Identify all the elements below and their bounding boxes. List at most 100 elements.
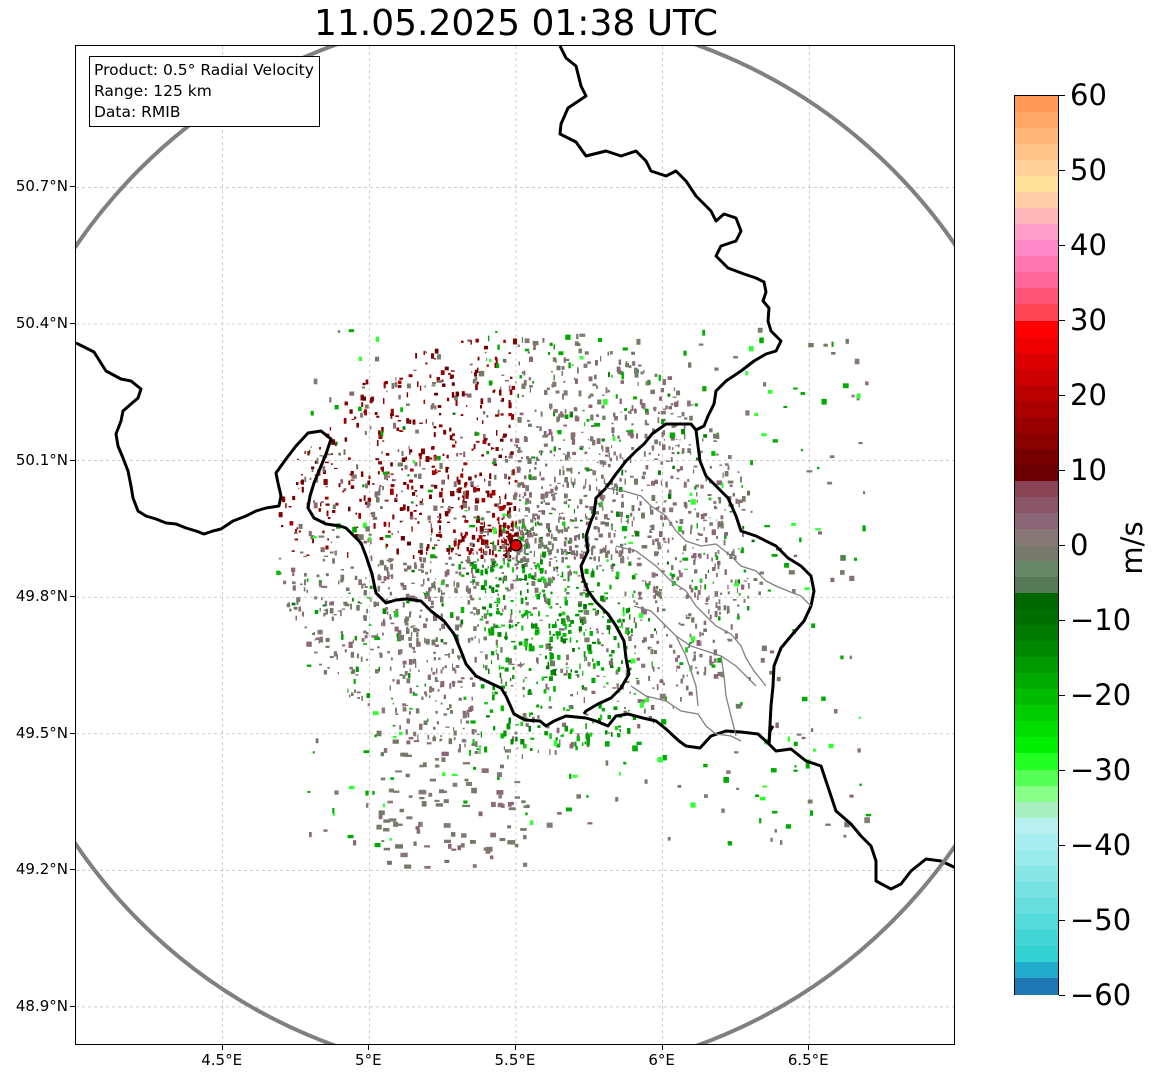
echo-gate [460, 414, 464, 416]
echo-gate [435, 472, 438, 474]
echo-gate [700, 514, 705, 520]
echo-gate [548, 528, 550, 532]
echo-gate [568, 623, 572, 627]
echo-gate [595, 478, 598, 482]
echo-gate [440, 681, 445, 688]
echo-gate [555, 566, 559, 569]
echo-gate [539, 645, 544, 648]
radar-map[interactable] [75, 45, 955, 1045]
echo-gate [423, 557, 426, 563]
echo-gate [538, 564, 540, 571]
echo-gate [496, 518, 498, 521]
echo-gate [501, 531, 506, 534]
echo-gate [628, 607, 631, 612]
echo-gate [582, 533, 584, 539]
echo-gate [544, 731, 548, 736]
echo-gate [437, 587, 441, 593]
echo-gate [717, 560, 721, 566]
echo-gate [385, 453, 390, 456]
echo-gate [431, 639, 436, 646]
echo-gate [472, 607, 477, 610]
echo-gate [384, 565, 387, 571]
echo-gate [370, 555, 373, 561]
echo-gate [603, 478, 606, 484]
echo-gate [720, 592, 723, 595]
echo-gate [520, 558, 524, 564]
echo-gate [695, 623, 698, 629]
echo-gate [575, 674, 578, 676]
echo-gate [460, 532, 463, 537]
echo-gate [517, 417, 522, 423]
echo-gate [624, 470, 627, 473]
echo-gate [586, 732, 589, 735]
echo-gate [482, 549, 485, 554]
echo-gate [746, 577, 749, 580]
echo-gate [549, 749, 551, 756]
echo-gate [310, 446, 312, 448]
echo-gate [590, 547, 594, 552]
echo-gate [514, 496, 517, 500]
echo-gate [392, 702, 394, 705]
echo-gate [405, 456, 408, 460]
echo-gate [314, 639, 316, 641]
echo-gate [408, 374, 413, 378]
echo-gate [578, 626, 583, 632]
echo-gate [388, 558, 391, 563]
echo-gate [576, 535, 578, 538]
echo-gate [534, 517, 537, 521]
echo-gate [585, 629, 587, 632]
echo-gate [612, 687, 616, 689]
echo-gate [564, 557, 568, 560]
echo-gate [620, 517, 622, 524]
echo-gate [701, 632, 704, 636]
echo-gate [383, 521, 387, 527]
echo-gate [575, 613, 580, 617]
echo-gate [715, 453, 719, 456]
echo-gate [709, 428, 713, 433]
echo-gate [432, 671, 436, 675]
echo-gate [634, 408, 637, 414]
echo-gate [620, 622, 624, 629]
echo-gate [612, 433, 615, 438]
echo-gate [376, 440, 379, 446]
echo-gate [618, 725, 621, 728]
echo-gate [333, 614, 337, 616]
echo-gate [366, 501, 371, 507]
echo-gate [698, 557, 702, 559]
echo-gate [651, 661, 653, 668]
echo-gate [464, 515, 467, 522]
echo-gate [313, 500, 315, 503]
echo-gate [696, 671, 700, 675]
echo-gate [667, 393, 671, 397]
echo-gate [458, 487, 463, 490]
echo-gate [544, 676, 548, 678]
echo-gate [402, 674, 406, 679]
echo-gate [448, 372, 451, 376]
echo-gate [492, 694, 495, 701]
echo-gate [595, 511, 599, 515]
echo-gate [427, 718, 429, 722]
echo-gate [589, 732, 593, 737]
echo-gate [615, 671, 619, 675]
echo-gate [419, 422, 423, 424]
echo-gate [703, 527, 705, 531]
echo-gate [735, 579, 737, 586]
echo-gate [369, 397, 373, 404]
echo-gate [415, 708, 420, 714]
echo-gate [464, 714, 467, 718]
echo-gate [409, 479, 414, 483]
echo-gate [467, 588, 471, 594]
echo-gate [512, 579, 516, 582]
echo-gate [740, 476, 742, 483]
echo-gate [392, 679, 395, 682]
echo-gate [314, 651, 318, 654]
echo-gate [347, 688, 349, 693]
echo-gate [494, 624, 499, 629]
echo-gate [522, 679, 525, 683]
echo-gate [524, 515, 528, 517]
echo-gate [575, 586, 579, 589]
echo-gate [425, 456, 430, 462]
echo-gate [363, 495, 366, 501]
echo-gate [450, 549, 453, 553]
echo-gate [663, 537, 666, 541]
